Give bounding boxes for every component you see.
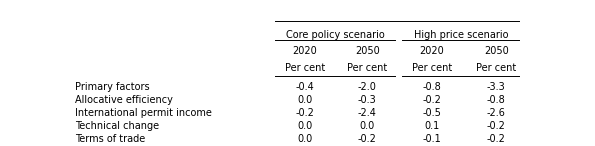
Text: -3.3: -3.3 bbox=[487, 82, 506, 92]
Text: 0.0: 0.0 bbox=[298, 134, 312, 144]
Text: Per cent: Per cent bbox=[412, 62, 452, 73]
Text: -0.3: -0.3 bbox=[358, 95, 377, 105]
Text: Terms of trade: Terms of trade bbox=[76, 134, 146, 144]
Text: -0.2: -0.2 bbox=[422, 95, 441, 105]
Text: 0.0: 0.0 bbox=[359, 121, 375, 131]
Text: -0.5: -0.5 bbox=[422, 108, 441, 118]
Text: -0.8: -0.8 bbox=[422, 82, 441, 92]
Text: -0.2: -0.2 bbox=[358, 134, 377, 144]
Text: International permit income: International permit income bbox=[76, 108, 212, 118]
Text: 2020: 2020 bbox=[419, 46, 444, 56]
Text: Allocative efficiency: Allocative efficiency bbox=[76, 95, 173, 105]
Text: 0.0: 0.0 bbox=[298, 95, 312, 105]
Text: -2.0: -2.0 bbox=[358, 82, 377, 92]
Text: -2.6: -2.6 bbox=[487, 108, 506, 118]
Text: 2020: 2020 bbox=[293, 46, 317, 56]
Text: -0.4: -0.4 bbox=[296, 82, 314, 92]
Text: 0.1: 0.1 bbox=[424, 121, 439, 131]
Text: -0.2: -0.2 bbox=[487, 121, 506, 131]
Text: -0.1: -0.1 bbox=[422, 134, 441, 144]
Text: Primary factors: Primary factors bbox=[76, 82, 150, 92]
Text: High price scenario: High price scenario bbox=[414, 30, 508, 40]
Text: Per cent: Per cent bbox=[347, 62, 387, 73]
Text: 2050: 2050 bbox=[355, 46, 380, 56]
Text: -0.2: -0.2 bbox=[487, 134, 506, 144]
Text: Per cent: Per cent bbox=[476, 62, 516, 73]
Text: 2050: 2050 bbox=[484, 46, 509, 56]
Text: Per cent: Per cent bbox=[285, 62, 325, 73]
Text: -0.2: -0.2 bbox=[296, 108, 314, 118]
Text: Technical change: Technical change bbox=[76, 121, 159, 131]
Text: 0.0: 0.0 bbox=[298, 121, 312, 131]
Text: Core policy scenario: Core policy scenario bbox=[286, 30, 384, 40]
Text: -0.8: -0.8 bbox=[487, 95, 506, 105]
Text: -2.4: -2.4 bbox=[358, 108, 377, 118]
